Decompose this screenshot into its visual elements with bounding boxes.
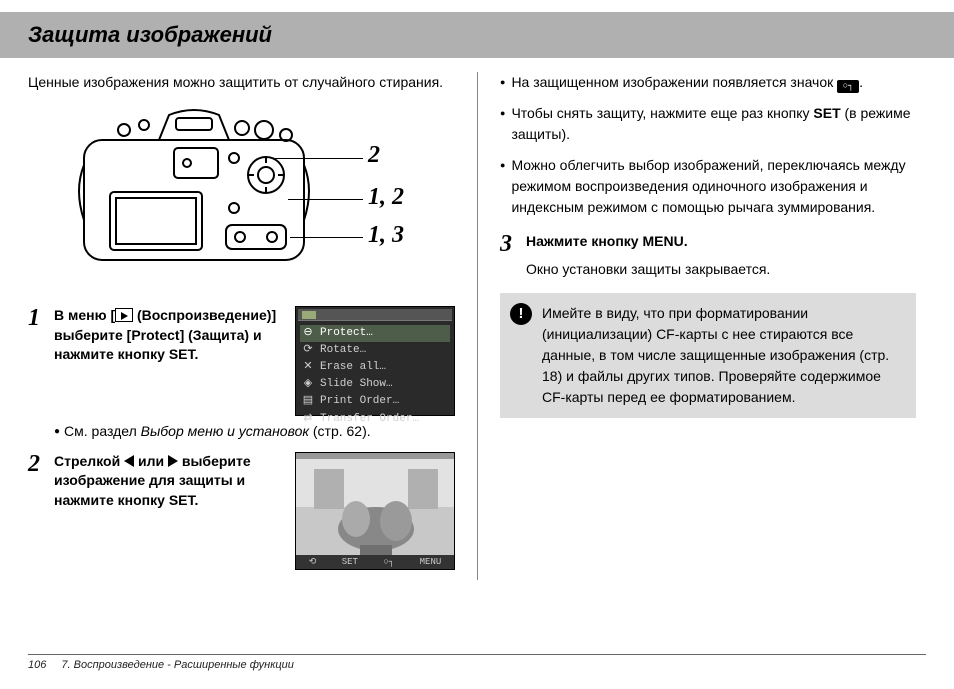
- bullet-2-a: Чтобы снять защиту, нажмите еще раз кноп…: [511, 105, 813, 121]
- step-1: 1 В меню [ (Воспроизведение)] выберите […: [28, 306, 455, 442]
- camera-svg: [64, 100, 334, 280]
- menu-item-3: Slide Show…: [320, 376, 393, 393]
- page-title: Защита изображений: [28, 22, 934, 48]
- playback-icon: [115, 308, 133, 322]
- protect-key-icon: ○┐: [837, 80, 859, 93]
- footer-section: 7. Воспроизведение - Расширенные функции: [61, 659, 294, 671]
- page-footer: 106 7. Воспроизведение - Расширенные фун…: [28, 654, 926, 671]
- bullet-1-a: На защищенном изображении появляется зна…: [511, 74, 837, 90]
- step-2-b: или: [134, 453, 168, 469]
- menu-screenshot: ⊖Protect… ⟳Rotate… ✕Erase all… ◈Slide Sh…: [295, 306, 455, 416]
- step-1-text-a: В меню [: [54, 307, 115, 323]
- photo-lbl-0: ⟲: [309, 556, 317, 569]
- step-2-a: Стрелкой: [54, 453, 124, 469]
- bullet-3: Можно облегчить выбор изображений, перек…: [500, 155, 916, 218]
- photo-screenshot: ⟲ SET ○┐ MENU: [295, 452, 455, 570]
- menu-item-0: Protect…: [320, 325, 373, 342]
- intro-text: Ценные изображения можно защитить от слу…: [28, 72, 455, 92]
- step-2-text: Стрелкой или выберите изображение для за…: [54, 452, 283, 511]
- menu-item-2: Erase all…: [320, 359, 386, 376]
- callout-1: 2: [368, 142, 380, 169]
- callout-2: 1, 2: [368, 184, 404, 211]
- bullet-1: На защищенном изображении появляется зна…: [500, 72, 916, 93]
- step-3-sub: Окно установки защиты закрывается.: [526, 260, 916, 280]
- camera-diagram: 2 1, 2 1, 3: [28, 100, 455, 300]
- bullet-3-a: Можно облегчить выбор изображений, перек…: [511, 155, 916, 218]
- step-1-sub-b: (стр. 62).: [309, 423, 371, 439]
- step-2: 2 Стрелкой или выберите изображение для …: [28, 452, 455, 570]
- photo-lbl-2: ○┐: [383, 556, 394, 569]
- step-3-title: Нажмите кнопку MENU.: [526, 233, 688, 249]
- step-3-num: 3: [500, 232, 520, 279]
- menu-item-1: Rotate…: [320, 342, 366, 359]
- step-1-text: В меню [ (Воспроизведение)] выберите [Pr…: [54, 306, 283, 365]
- callout-3: 1, 3: [368, 222, 404, 249]
- step-2-num: 2: [28, 452, 48, 570]
- step-3: 3 Нажмите кнопку MENU. Окно установки за…: [500, 232, 916, 279]
- page-header: Защита изображений: [0, 12, 954, 58]
- note-box: ! Имейте в виду, что при форматировании …: [500, 293, 916, 418]
- right-column: На защищенном изображении появляется зна…: [477, 72, 926, 580]
- photo-lbl-1: SET: [342, 556, 358, 569]
- arrow-right-icon: [168, 455, 178, 467]
- note-text: Имейте в виду, что при форматировании (и…: [542, 303, 902, 408]
- left-column: Ценные изображения можно защитить от слу…: [28, 72, 477, 580]
- warning-icon: !: [510, 303, 532, 325]
- step-1-sub-a: См. раздел: [64, 423, 141, 439]
- bullet-1-b: .: [859, 74, 863, 90]
- step-1-sub-i: Выбор меню и установок: [141, 423, 309, 439]
- bullet-2: Чтобы снять защиту, нажмите еще раз кноп…: [500, 103, 916, 145]
- bullet-2-b: SET: [813, 105, 840, 121]
- photo-placeholder: [296, 459, 454, 563]
- step-1-num: 1: [28, 306, 48, 442]
- arrow-left-icon: [124, 455, 134, 467]
- bullet-list: На защищенном изображении появляется зна…: [500, 72, 916, 218]
- photo-lbl-3: MENU: [420, 556, 442, 569]
- content-columns: Ценные изображения можно защитить от слу…: [0, 58, 954, 580]
- page-number: 106: [28, 659, 46, 671]
- menu-item-4: Print Order…: [320, 393, 399, 410]
